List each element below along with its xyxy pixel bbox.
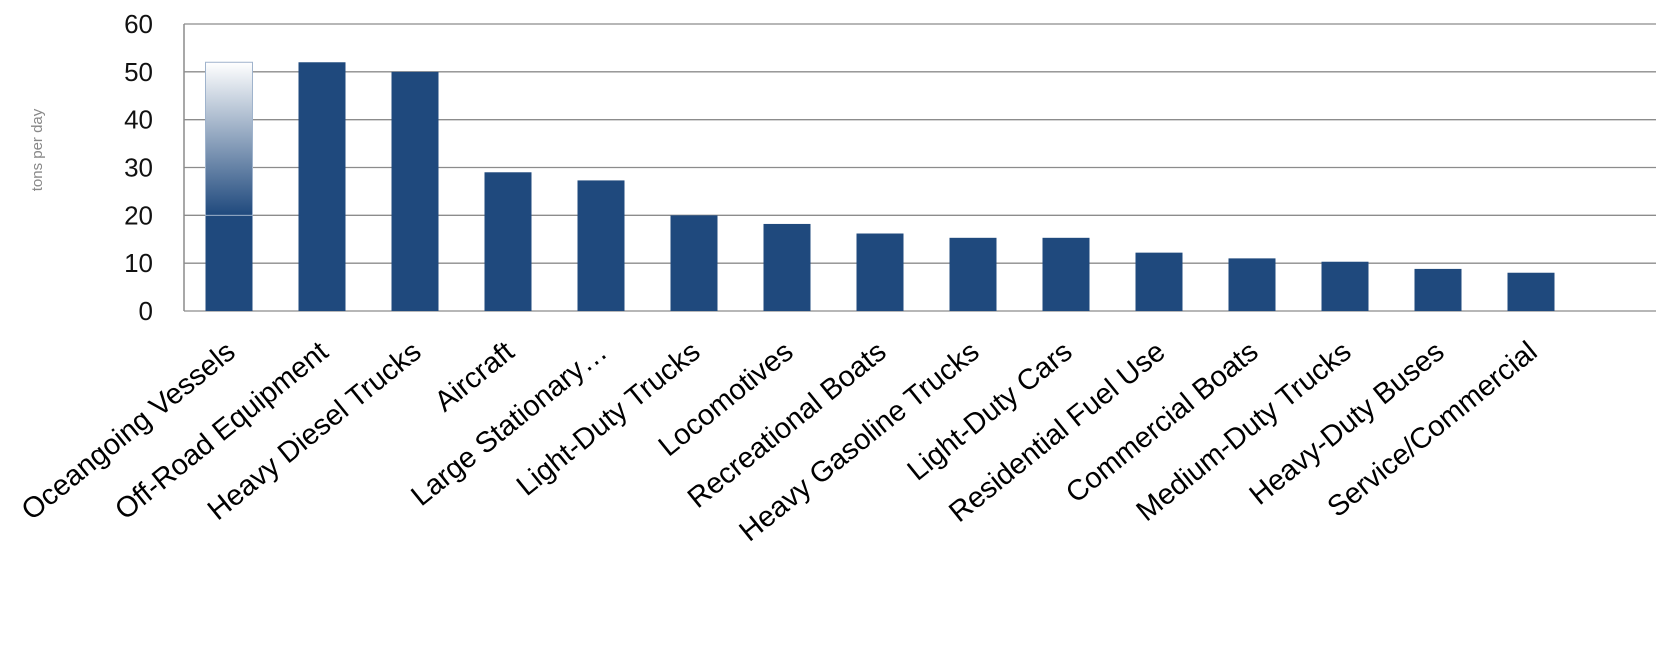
bar <box>1414 268 1462 311</box>
bar <box>763 223 811 311</box>
x-category-label: Light-Duty Cars <box>902 336 1079 488</box>
bar <box>1135 252 1183 311</box>
bar <box>205 215 253 311</box>
y-axis-label: tons per day <box>29 108 46 191</box>
y-axis-ticks: 0 10 20 30 40 50 60 <box>124 9 153 326</box>
bar <box>949 237 997 311</box>
y-tick-label: 20 <box>124 200 153 230</box>
y-tick-label: 30 <box>124 153 153 183</box>
bars <box>205 61 1555 312</box>
y-tick-label: 50 <box>124 57 153 87</box>
bar <box>1507 272 1555 311</box>
y-tick-label: 0 <box>139 296 153 326</box>
y-tick-label: 60 <box>124 9 153 39</box>
bar <box>484 172 532 311</box>
bar <box>1228 258 1276 311</box>
y-tick-label: 40 <box>124 105 153 135</box>
bar <box>856 233 904 311</box>
bar <box>1321 261 1369 311</box>
bar <box>391 71 439 311</box>
y-tick-label: 10 <box>124 248 153 278</box>
bar <box>670 215 718 311</box>
bar <box>1042 237 1090 311</box>
bar <box>577 180 625 311</box>
bar <box>298 62 346 312</box>
bar-highlight-fade <box>205 61 253 216</box>
